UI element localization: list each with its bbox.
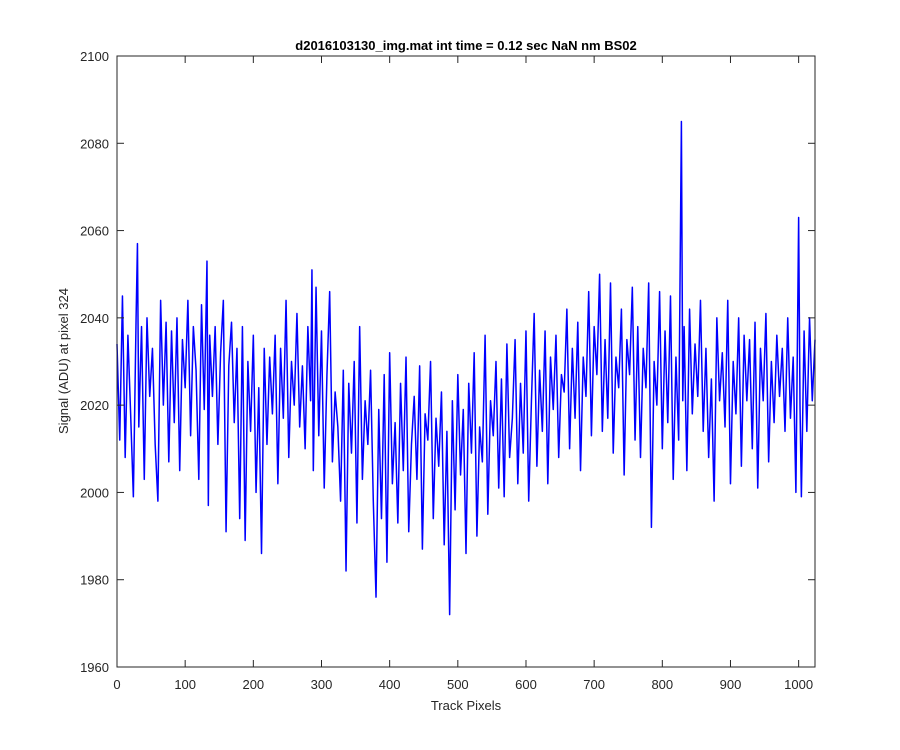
x-tick-label: 200 [242, 677, 264, 692]
x-tick-label: 400 [379, 677, 401, 692]
y-tick-label: 2100 [80, 49, 109, 64]
y-tick-label: 2000 [80, 485, 109, 500]
chart-title: d2016103130_img.mat int time = 0.12 sec … [295, 38, 636, 53]
y-axis-label: Signal (ADU) at pixel 324 [56, 288, 71, 434]
y-tick-label: 1980 [80, 573, 109, 588]
y-tick-label: 2020 [80, 398, 109, 413]
x-axis-label: Track Pixels [431, 698, 502, 713]
y-tick-label: 2080 [80, 136, 109, 151]
series-line-0 [116, 120, 816, 616]
y-tick-label: 1960 [80, 660, 109, 675]
x-tick-label: 100 [174, 677, 196, 692]
plot-area-background [117, 56, 815, 667]
plot-area-frame [116, 55, 816, 668]
x-tick-label: 1000 [784, 677, 813, 692]
y-tick-label: 2040 [80, 311, 109, 326]
x-tick-label: 300 [311, 677, 333, 692]
x-tick-label: 0 [113, 677, 120, 692]
x-tick-label: 500 [447, 677, 469, 692]
y-axis-ticks: 1960 1980 2000 2020 2040 2060 2080 2100 [80, 49, 815, 675]
x-tick-label: 800 [651, 677, 673, 692]
series-layer [116, 120, 816, 616]
y-tick-label: 2060 [80, 224, 109, 239]
x-tick-label: 900 [720, 677, 742, 692]
x-tick-label: 700 [583, 677, 605, 692]
x-tick-label: 600 [515, 677, 537, 692]
x-axis-ticks: 0 100 200 300 400 500 600 700 800 900 1000 [113, 56, 813, 692]
